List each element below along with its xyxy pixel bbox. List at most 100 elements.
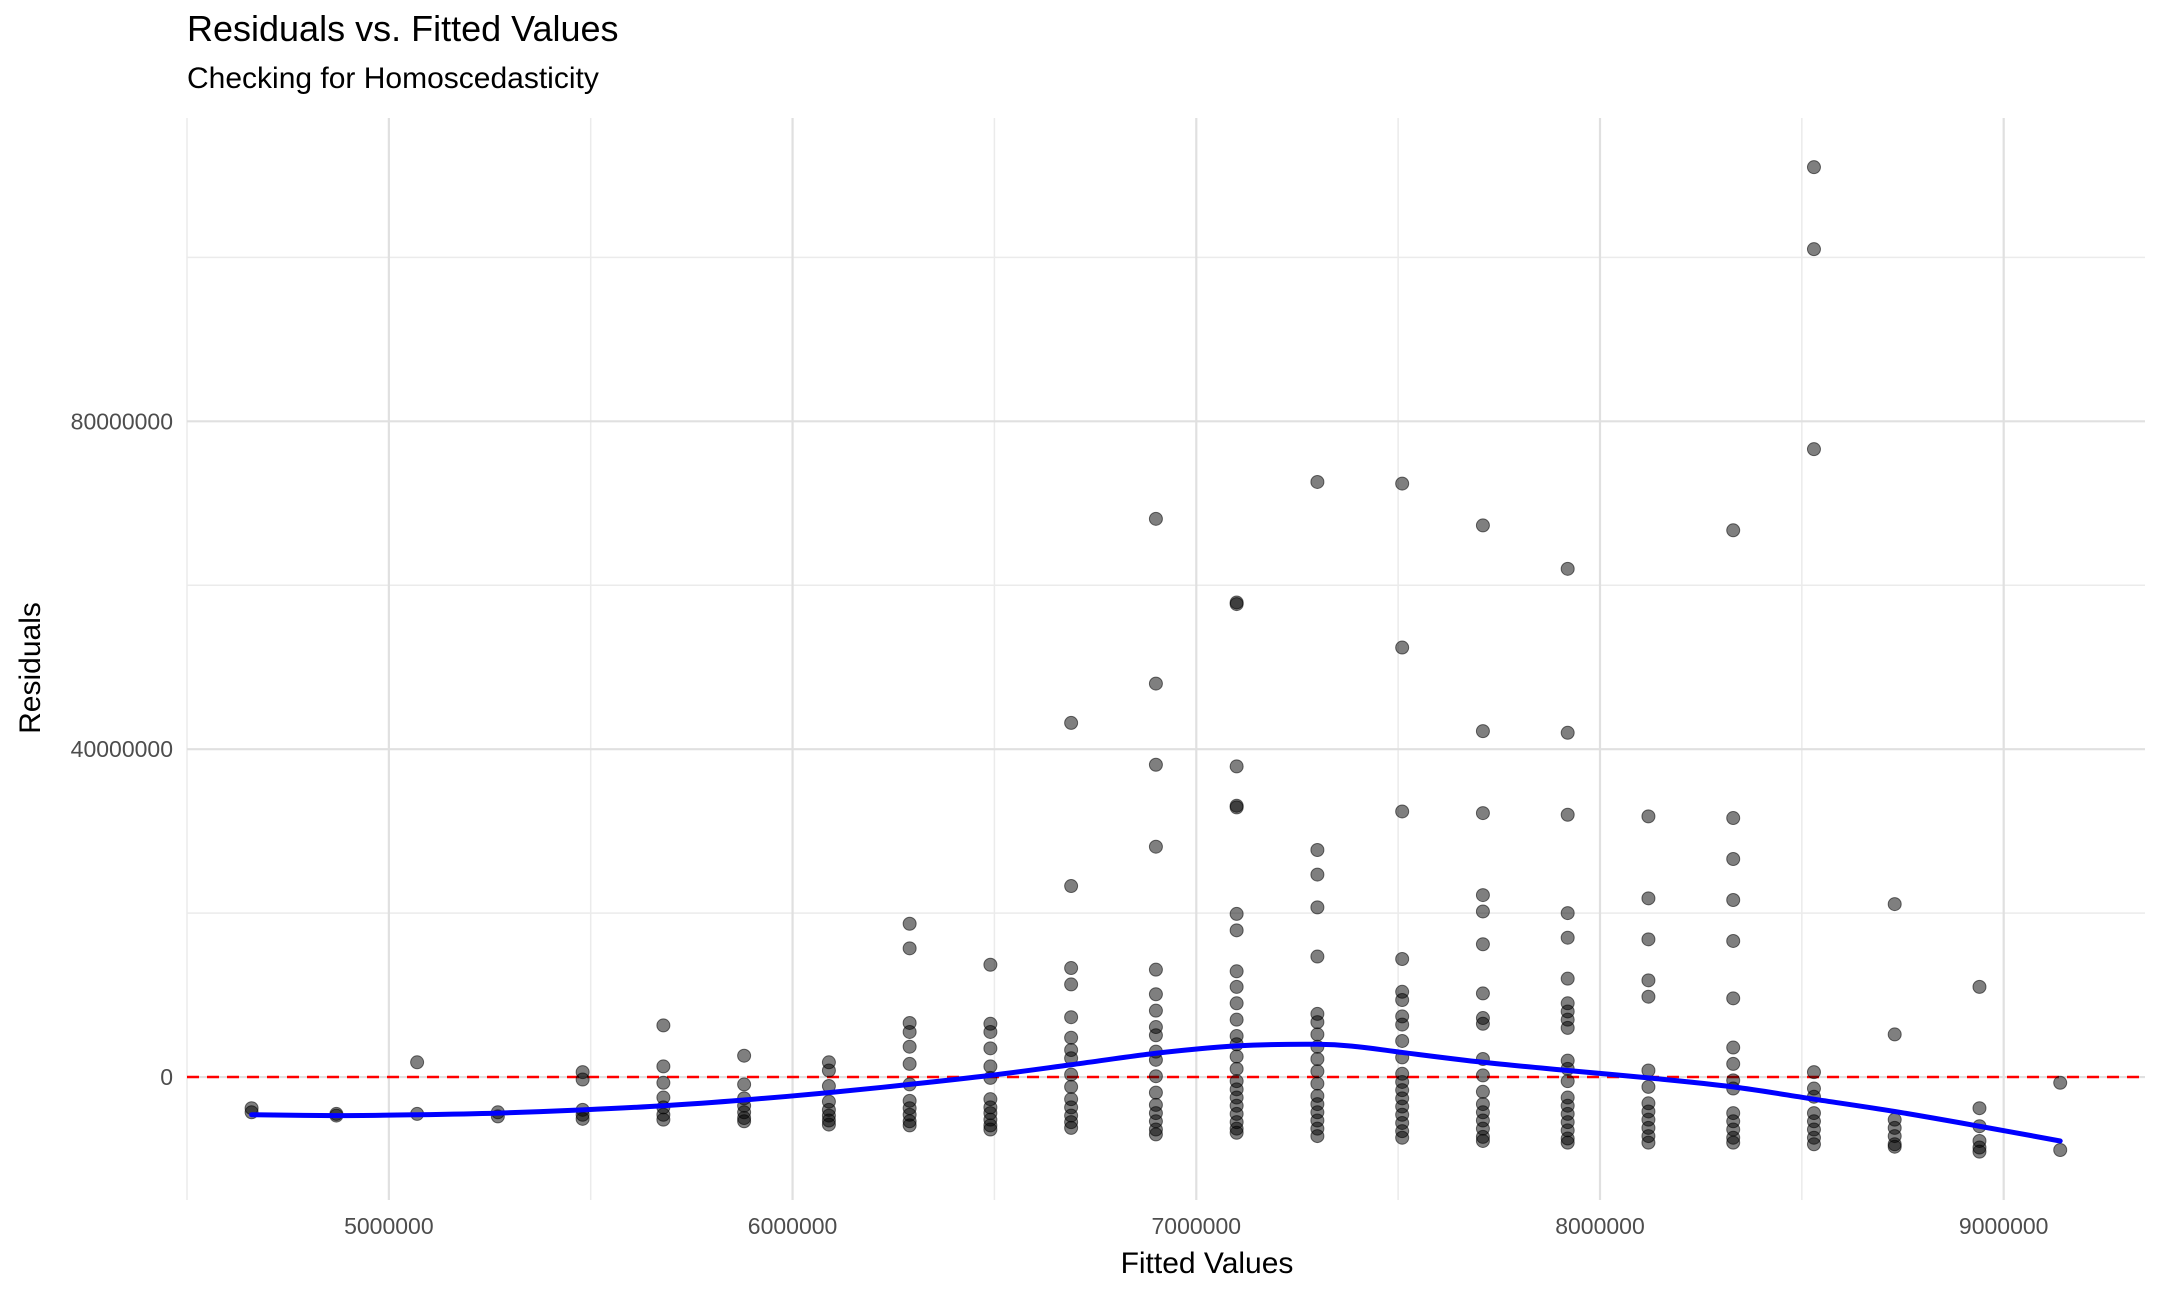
data-point [1148, 1085, 1163, 1100]
data-point [1560, 725, 1575, 740]
data-point [1229, 597, 1244, 612]
data-point [1310, 842, 1325, 857]
data-point [1148, 962, 1163, 977]
data-point [1229, 1125, 1244, 1140]
y-tick-label: 80000000 [71, 408, 173, 434]
data-point [1641, 973, 1656, 988]
data-point [1641, 932, 1656, 947]
data-point [1148, 511, 1163, 526]
data-point [1726, 523, 1741, 538]
data-point [1806, 1137, 1821, 1152]
data-point [1560, 807, 1575, 822]
data-point [2053, 1142, 2068, 1157]
data-point [656, 1112, 671, 1127]
data-point [1148, 1127, 1163, 1142]
data-point [902, 916, 917, 931]
data-point [1475, 1068, 1490, 1083]
data-point [983, 1024, 998, 1039]
smooth-curve-layer [249, 1041, 2063, 1144]
data-point [737, 1048, 752, 1063]
data-point [1475, 1084, 1490, 1099]
data-point [1310, 1027, 1325, 1042]
data-point [1726, 1040, 1741, 1055]
data-point [1887, 1139, 1902, 1154]
data-point [1064, 879, 1079, 894]
data-point [1229, 800, 1244, 815]
data-point [1726, 933, 1741, 948]
x-tick-label: 6000000 [748, 1213, 838, 1239]
data-point [1726, 1056, 1741, 1071]
data-point [1064, 1120, 1079, 1135]
data-point [1229, 996, 1244, 1011]
data-point [1310, 1076, 1325, 1091]
data-point [1475, 986, 1490, 1001]
data-point [1064, 1079, 1079, 1094]
tick-labels: 5000000 6000000 7000000 8000000 9000000 0 4000… [71, 408, 2049, 1239]
data-point [1229, 964, 1244, 979]
data-point [1310, 1015, 1325, 1030]
data-point [1310, 474, 1325, 489]
data-point [1310, 900, 1325, 915]
data-point [737, 1077, 752, 1092]
data-point [1560, 1074, 1575, 1089]
data-point [1229, 1049, 1244, 1064]
major-gridlines [187, 118, 2145, 1200]
data-point [1064, 961, 1079, 976]
data-point [1229, 1061, 1244, 1076]
data-point [575, 1072, 590, 1087]
data-point [1475, 806, 1490, 821]
data-point [1972, 1144, 1987, 1159]
data-point [1310, 949, 1325, 964]
data-point [1148, 1069, 1163, 1084]
data-point [902, 1024, 917, 1039]
data-point [1560, 971, 1575, 986]
data-point [1064, 977, 1079, 992]
data-point [1726, 811, 1741, 826]
data-point [1726, 892, 1741, 907]
x-tick-label: 7000000 [1152, 1213, 1242, 1239]
minor-gridlines [186, 118, 2145, 1200]
data-point [1641, 1079, 1656, 1094]
data-point [575, 1111, 590, 1126]
data-point [1395, 992, 1410, 1007]
data-point [1148, 757, 1163, 772]
data-point [1395, 476, 1410, 491]
data-point [1148, 987, 1163, 1002]
data-point [1560, 1135, 1575, 1150]
data-point [656, 1075, 671, 1090]
data-point [1641, 809, 1656, 824]
data-point [1310, 1064, 1325, 1079]
data-point [1641, 1135, 1656, 1150]
data-point [1064, 715, 1079, 730]
data-point [656, 1059, 671, 1074]
data-point [1806, 160, 1821, 175]
data-point [983, 957, 998, 972]
data-point [1395, 1130, 1410, 1145]
data-point [1148, 1003, 1163, 1018]
data-point [1475, 724, 1490, 739]
data-point [1726, 1135, 1741, 1150]
data-point [1310, 867, 1325, 882]
data-point [1064, 1010, 1079, 1025]
chart-title: Residuals vs. Fitted Values [187, 8, 619, 49]
data-point [1475, 1133, 1490, 1148]
data-points [244, 160, 2068, 1159]
data-point [656, 1018, 671, 1033]
x-axis-title: Fitted Values [1121, 1247, 1294, 1280]
data-point [1560, 930, 1575, 945]
data-point [1395, 1033, 1410, 1048]
data-point [1475, 518, 1490, 533]
y-tick-label: 40000000 [71, 736, 173, 762]
data-point [1148, 839, 1163, 854]
data-point [1806, 1065, 1821, 1080]
data-point [737, 1114, 752, 1129]
data-point [1148, 676, 1163, 691]
data-point [983, 1122, 998, 1137]
data-point [1229, 979, 1244, 994]
data-point [1560, 561, 1575, 576]
data-point [983, 1041, 998, 1056]
x-tick-label: 9000000 [1959, 1213, 2049, 1239]
data-point [1887, 897, 1902, 912]
data-point [1972, 979, 1987, 994]
